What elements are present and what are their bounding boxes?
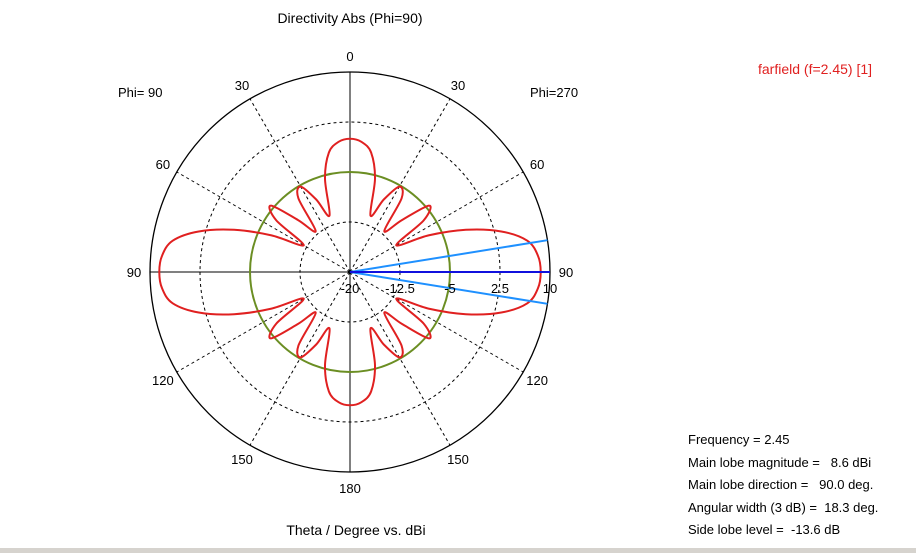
angle-tick-label: 60: [530, 157, 544, 172]
radial-tick-label: -5: [444, 281, 456, 296]
chart-title: Directivity Abs (Phi=90): [277, 10, 423, 26]
radial-tick-label: -12.5: [385, 281, 415, 296]
stat-frequency: Frequency = 2.45: [688, 432, 790, 447]
angle-tick-label: 30: [451, 78, 465, 93]
angle-tick-label: 90: [127, 265, 141, 280]
stat-angular-width: Angular width (3 dB) = 18.3 deg.: [688, 499, 879, 515]
angle-tick-label: 60: [156, 157, 170, 172]
x-axis-label: Theta / Degree vs. dBi: [286, 522, 426, 538]
beamwidth-line-lower: [349, 271, 548, 305]
polar-marks: [158, 137, 550, 407]
radial-tick-label: 2.5: [491, 281, 509, 296]
angle-tick-label: 180: [339, 481, 361, 496]
angle-tick-label: 150: [447, 452, 469, 467]
beamwidth-line-upper: [349, 239, 548, 273]
radial-tick-label: -20: [341, 281, 360, 296]
pattern-series-farfield: [158, 137, 542, 407]
stat-main-lobe-direction: Main lobe direction = 90.0 deg.: [688, 477, 874, 492]
phi-left-label: Phi= 90: [118, 85, 163, 100]
stat-main-lobe-magnitude: Main lobe magnitude = 8.6 dBi: [688, 454, 872, 470]
radial-tick-label: 10: [543, 281, 557, 296]
polar-labels: 0 30 60 90 120 150 180 150 120 90 60 30 -20 -12.5 -5 2.…: [127, 49, 573, 496]
angle-tick-label: 120: [526, 373, 548, 388]
angle-tick-label: 0: [346, 49, 353, 64]
legend-entry: farfield (f=2.45) [1]: [758, 61, 873, 77]
angle-tick-label: 150: [231, 452, 253, 467]
angle-tick-label: 30: [235, 78, 249, 93]
window-bottom-border: [0, 548, 916, 553]
angle-tick-label: 120: [152, 373, 174, 388]
angle-tick-label: 90: [559, 265, 573, 280]
phi-right-label: Phi=270: [530, 85, 579, 100]
stat-side-lobe-level: Side lobe level = -13.6 dB: [688, 522, 841, 537]
statistics-panel: Frequency = 2.45 Main lobe magnitude = 8…: [688, 429, 878, 542]
